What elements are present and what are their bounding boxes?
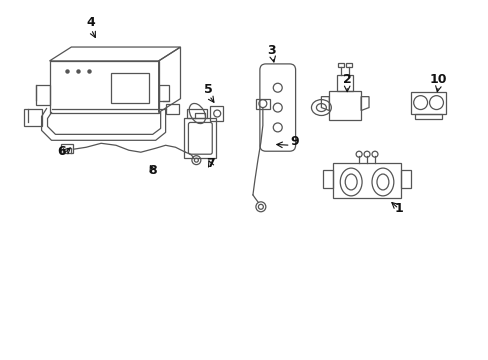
Text: 6: 6 bbox=[57, 145, 65, 158]
Text: 4: 4 bbox=[87, 16, 95, 29]
Text: 2: 2 bbox=[342, 73, 351, 86]
Text: 3: 3 bbox=[267, 44, 276, 57]
Text: 10: 10 bbox=[429, 73, 447, 86]
Text: 8: 8 bbox=[148, 164, 157, 177]
Text: 9: 9 bbox=[290, 135, 298, 148]
Text: 5: 5 bbox=[203, 83, 212, 96]
Text: 7: 7 bbox=[205, 157, 214, 170]
Text: 1: 1 bbox=[394, 202, 402, 215]
